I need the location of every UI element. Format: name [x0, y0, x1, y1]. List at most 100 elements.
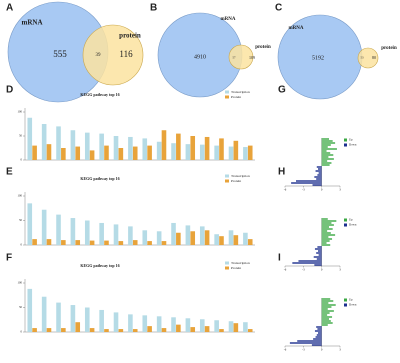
x-tick-label: -6 [284, 348, 287, 352]
bar [104, 240, 109, 245]
bar [56, 126, 61, 160]
bar [161, 241, 167, 245]
bar [321, 228, 333, 230]
venn-count: 555 [53, 49, 67, 59]
legend-label: Protein [231, 266, 241, 270]
bar [233, 140, 239, 160]
bar [321, 230, 328, 232]
bar [321, 150, 327, 152]
legend-label: Up [349, 138, 353, 142]
panel-letter: B [150, 3, 157, 14]
bar [321, 318, 329, 320]
set-label: protein [119, 32, 141, 40]
bar [228, 230, 234, 245]
bar [99, 309, 104, 332]
bar [156, 231, 162, 245]
panel-letter: E [6, 167, 13, 178]
bar [321, 324, 328, 326]
bar [321, 302, 329, 304]
bar [321, 220, 337, 222]
bar [321, 222, 332, 224]
bar [321, 226, 329, 228]
y-tick-label: 100 [18, 194, 23, 198]
venn-count: 5192 [312, 55, 324, 61]
legend-swatch [344, 303, 347, 307]
bar [190, 136, 196, 160]
bar [321, 158, 334, 160]
chart-title: KEGG pathway top 16 [80, 263, 119, 268]
bar [132, 329, 138, 332]
bar [321, 236, 329, 238]
bar [204, 136, 210, 160]
bar [228, 321, 234, 332]
bar [99, 133, 104, 160]
bar [41, 296, 47, 332]
bar [298, 260, 322, 262]
bar [113, 136, 119, 160]
legend-label: Down [349, 143, 357, 147]
bar [176, 133, 181, 160]
bar [311, 344, 322, 346]
venn-count: 116 [119, 49, 133, 59]
bar [128, 226, 133, 245]
bar [315, 336, 322, 338]
bar [75, 322, 81, 332]
bar [243, 322, 248, 332]
bar [70, 130, 76, 160]
panel-letter: G [278, 85, 286, 96]
bar [315, 170, 322, 172]
bar [233, 323, 239, 332]
bar [56, 214, 61, 245]
x-tick-label: -3 [302, 268, 305, 272]
bar [113, 224, 119, 245]
panel-letter: C [275, 3, 282, 14]
y-tick-label: 100 [18, 110, 23, 114]
bar [219, 236, 224, 245]
bar [321, 322, 333, 324]
y-tick-label: 0 [21, 158, 23, 162]
venn-set [82, 24, 144, 86]
bar [321, 314, 328, 316]
bar [297, 340, 322, 342]
y-tick-label: 0 [21, 330, 23, 334]
bar [176, 324, 181, 332]
bar [219, 329, 224, 332]
bar [84, 220, 90, 245]
legend-swatch [225, 261, 229, 265]
bar [156, 141, 162, 160]
legend-swatch [225, 266, 229, 270]
y-tick-label: 50 [19, 134, 23, 138]
bar [70, 305, 76, 332]
bar [321, 162, 332, 164]
bar [176, 232, 181, 245]
legend-label: Down [349, 303, 357, 307]
bar [70, 218, 76, 245]
venn-count: 109 [249, 55, 255, 60]
bar [156, 316, 162, 332]
bar [214, 234, 219, 245]
bar [321, 218, 328, 220]
panel-letter: D [6, 85, 13, 96]
bar [318, 168, 322, 170]
bar [128, 314, 133, 332]
bar [291, 182, 322, 184]
legend-label: Transcription [231, 174, 250, 178]
panel-letter: H [278, 167, 285, 178]
bar [316, 178, 322, 180]
bar [243, 147, 248, 160]
bar [46, 239, 52, 245]
bar [75, 240, 81, 245]
bar [321, 304, 336, 306]
x-tick-label: 0 [321, 268, 323, 272]
bar [204, 230, 210, 245]
bar [321, 152, 331, 154]
bar [61, 328, 66, 332]
bar [316, 326, 322, 328]
bar [190, 327, 196, 332]
bar [321, 240, 330, 242]
bar [199, 226, 205, 245]
bar [32, 239, 37, 245]
x-tick-label: -6 [284, 188, 287, 192]
bar [228, 146, 234, 160]
